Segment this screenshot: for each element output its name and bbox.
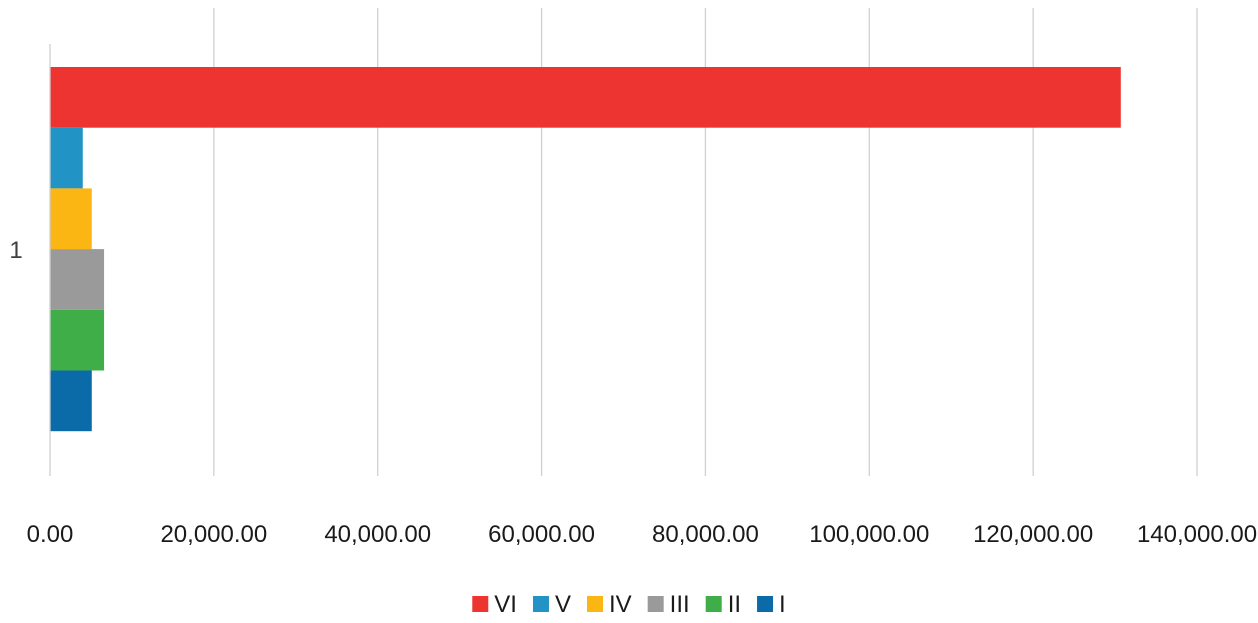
legend-swatch [647,596,664,612]
legend-item-i: I [757,591,786,618]
bar-v [50,127,83,189]
legend-swatch [586,596,603,612]
x-tick-label: 0.00 [27,521,74,548]
bar-i [50,370,92,432]
bar-iii [50,249,105,310]
legend-label: V [555,591,571,618]
x-tick-label: 40,000.00 [324,521,431,548]
legend-item-iii: III [647,591,690,618]
category-label: 1 [9,237,22,264]
bar-iv [50,188,92,250]
legend-swatch [532,596,549,612]
bar-ii [50,309,105,371]
legend-item-v: V [532,591,571,618]
x-tick-label: 120,000.00 [973,521,1093,548]
legend-item-iv: IV [586,591,632,618]
bars [50,67,1121,432]
legend-label: IV [609,591,632,618]
legend-swatch [705,596,722,612]
legend-label: III [670,591,690,618]
bar-vi [50,67,1121,128]
x-tick-label: 140,000.00 [1137,521,1257,548]
legend-swatch [472,596,489,612]
legend-label: I [779,591,786,618]
legend: VI V IV III II I [472,591,786,618]
axes: 1 0.00 20,000.00 40,000.00 60,000.00 80,000.0… [9,44,1257,548]
legend-item-ii: II [705,591,741,618]
x-tick-label: 20,000.00 [160,521,267,548]
x-tick-label: 60,000.00 [488,521,595,548]
legend-label: II [728,591,741,618]
legend-swatch [757,596,774,612]
legend-label: VI [494,591,517,618]
x-tick-label: 80,000.00 [652,521,759,548]
legend-item-vi: VI [472,591,517,618]
x-tick-label: 100,000.00 [809,521,929,548]
